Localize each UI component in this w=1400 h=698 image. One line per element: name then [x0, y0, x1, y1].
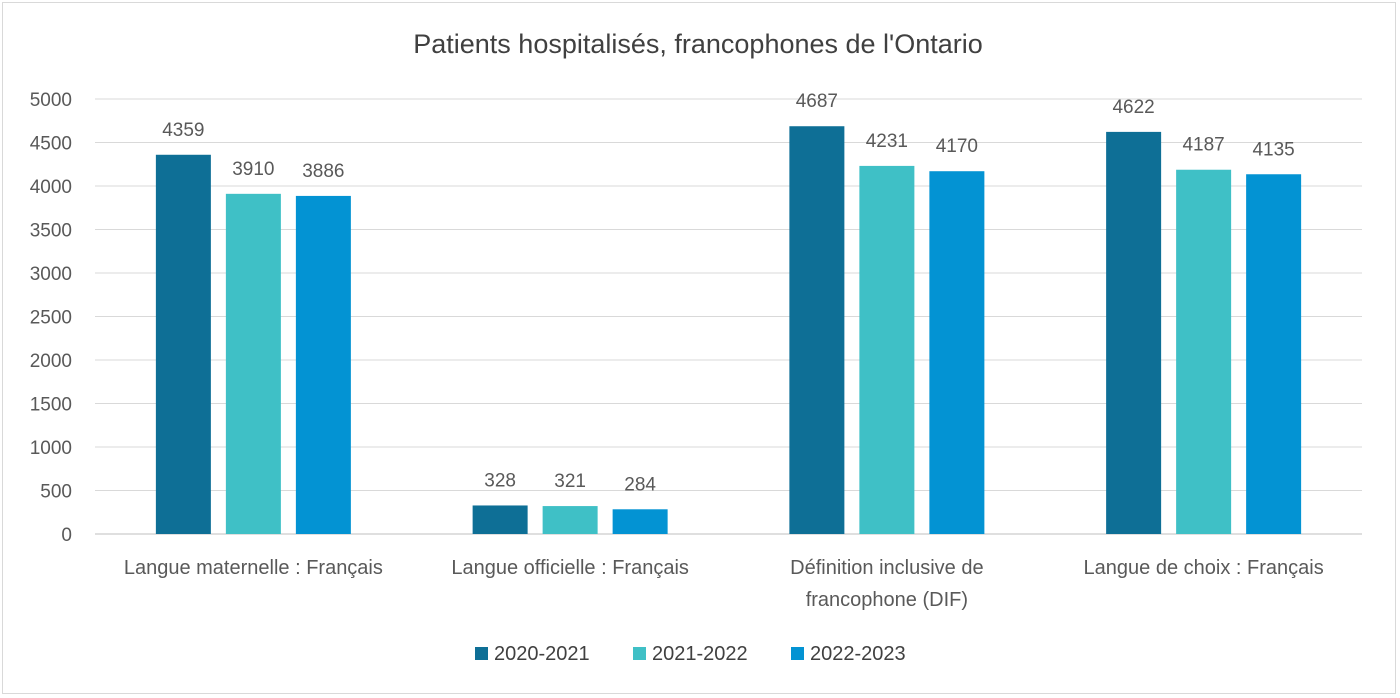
bar — [1176, 169, 1232, 534]
legend-swatch — [791, 647, 804, 660]
bar — [789, 126, 845, 534]
legend: 2020-2021 2021-2022 2022-2023 — [475, 643, 906, 665]
y-tick-label: 4000 — [30, 177, 72, 198]
y-tick-label: 0 — [61, 525, 72, 546]
x-tick-label: Définition inclusive de — [790, 557, 983, 579]
data-label: 4187 — [1182, 135, 1224, 156]
data-label: 4687 — [796, 91, 838, 112]
data-label: 321 — [554, 471, 586, 492]
x-tick-label: francophone (DIF) — [806, 589, 968, 611]
bar — [225, 193, 281, 534]
y-tick-label: 1000 — [30, 438, 72, 459]
bar — [155, 154, 211, 534]
x-tick-label: Langue de choix : Français — [1084, 557, 1324, 579]
data-label: 328 — [484, 470, 516, 491]
bar — [612, 509, 668, 534]
legend-label: 2021-2022 — [652, 643, 748, 665]
y-tick-label: 2000 — [30, 351, 72, 372]
y-tick-label: 3500 — [30, 221, 72, 242]
data-label: 3910 — [232, 159, 274, 180]
bar — [859, 165, 915, 534]
y-tick-label: 3000 — [30, 264, 72, 285]
bar — [1246, 174, 1302, 534]
data-label: 3886 — [302, 161, 344, 182]
y-tick-label: 4500 — [30, 134, 72, 155]
y-tick-label: 1500 — [30, 395, 72, 416]
y-tick-label: 5000 — [30, 90, 72, 111]
data-label: 4135 — [1252, 139, 1294, 160]
legend-label: 2022-2023 — [810, 643, 906, 665]
bar — [1106, 131, 1162, 535]
data-label: 4231 — [866, 131, 908, 152]
bar — [929, 171, 985, 534]
data-labels: 4359 3910 3886 328 321 284 4687 4231 4170 4622 418… — [162, 91, 1295, 495]
gridlines — [95, 98, 1362, 535]
x-tick-label: Langue officielle : Français — [451, 557, 689, 579]
bars — [155, 126, 1302, 535]
legend-swatch — [633, 647, 646, 660]
y-axis: 0 500 1000 1500 2000 2500 3000 3500 4000 4500 5000 — [30, 90, 72, 546]
chart-title: Patients hospitalisés, francophones de l… — [413, 29, 983, 59]
y-tick-label: 2500 — [30, 308, 72, 329]
data-label: 284 — [624, 474, 656, 495]
data-label: 4359 — [162, 120, 204, 141]
y-tick-label: 500 — [40, 482, 72, 503]
data-label: 4170 — [936, 136, 978, 157]
legend-label: 2020-2021 — [494, 643, 590, 665]
data-label: 4622 — [1112, 97, 1154, 118]
x-tick-label: Langue maternelle : Français — [124, 557, 383, 579]
bar — [542, 506, 598, 534]
legend-swatch — [475, 647, 488, 660]
x-axis: Langue maternelle : Français Langue offic… — [124, 557, 1324, 611]
bar — [472, 505, 528, 534]
bar — [295, 195, 351, 534]
